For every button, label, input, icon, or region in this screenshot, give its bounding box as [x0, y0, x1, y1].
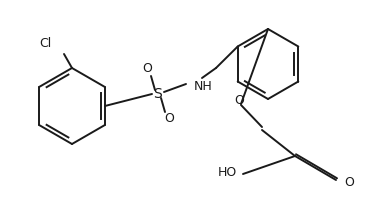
Text: HO: HO	[218, 166, 237, 179]
Text: O: O	[344, 176, 354, 188]
Text: O: O	[164, 113, 174, 126]
Text: O: O	[142, 63, 152, 75]
Text: Cl: Cl	[40, 37, 52, 50]
Text: NH: NH	[194, 80, 213, 93]
Text: O: O	[234, 93, 244, 106]
Text: S: S	[153, 87, 162, 101]
